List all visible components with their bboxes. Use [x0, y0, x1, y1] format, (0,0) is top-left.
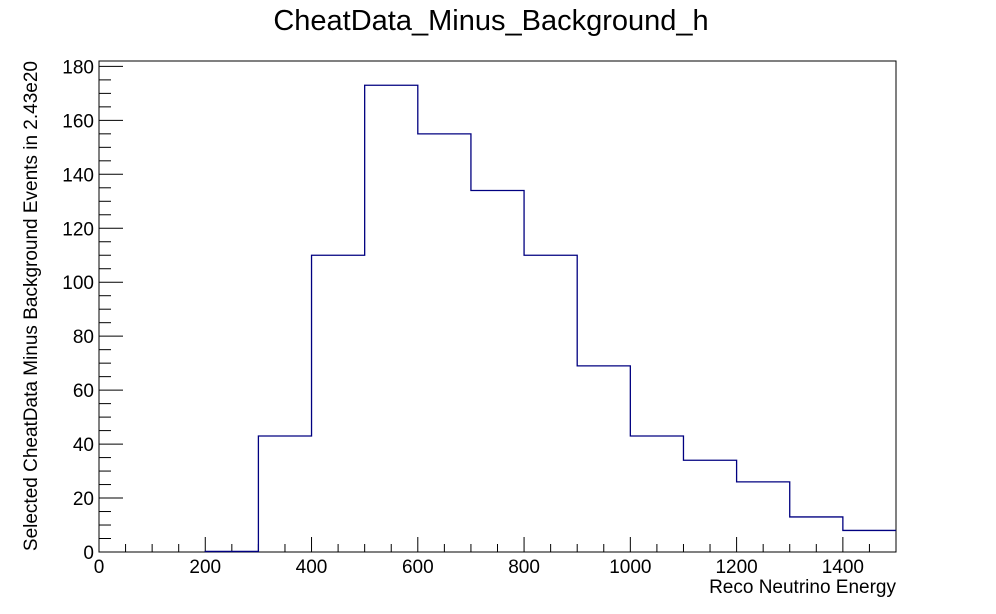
y-tick-label: 140	[62, 165, 94, 186]
histogram-bin	[524, 255, 577, 552]
histogram-bin	[683, 460, 736, 552]
histogram-bin	[471, 190, 524, 552]
x-tick-label: 1000	[609, 557, 651, 578]
x-tick-label: 1400	[822, 557, 864, 578]
histogram-bin	[843, 530, 896, 552]
histogram-series-line	[204, 84, 896, 553]
x-tick-label: 800	[508, 557, 540, 578]
histogram-bin	[737, 482, 790, 552]
x-axis: 0 200 400 600 800 1000 1200 1400	[94, 537, 897, 578]
x-axis-label: Reco Neutrino Energy	[709, 577, 896, 598]
histogram-bin	[418, 134, 471, 552]
histogram-bin	[312, 255, 365, 552]
y-tick-label: 0	[83, 543, 94, 564]
x-tick-label: 0	[94, 557, 105, 578]
x-tick-label: 200	[189, 557, 221, 578]
y-tick-label: 60	[73, 381, 94, 402]
y-axis-label: Selected CheatData Minus Background Even…	[21, 61, 42, 551]
histogram-bin	[577, 366, 630, 552]
histogram-bin	[790, 517, 843, 552]
histogram-bin	[258, 436, 311, 552]
x-tick-label: 600	[402, 557, 434, 578]
histogram-bin	[365, 85, 418, 552]
y-tick-label: 180	[62, 57, 94, 78]
histogram-bin	[205, 551, 258, 552]
y-tick-label: 80	[73, 327, 94, 348]
x-tick-label: 400	[296, 557, 328, 578]
y-axis: 0 20 40 60 80 100 120 140 160 180	[62, 57, 123, 564]
x-tick-label: 1200	[715, 557, 757, 578]
chart-title: CheatData_Minus_Background_h	[273, 5, 708, 37]
y-tick-label: 120	[62, 219, 94, 240]
y-tick-label: 40	[73, 435, 94, 456]
histogram-bin	[630, 436, 683, 552]
y-tick-label: 20	[73, 489, 94, 510]
y-tick-label: 160	[62, 111, 94, 132]
y-tick-label: 100	[62, 273, 94, 294]
